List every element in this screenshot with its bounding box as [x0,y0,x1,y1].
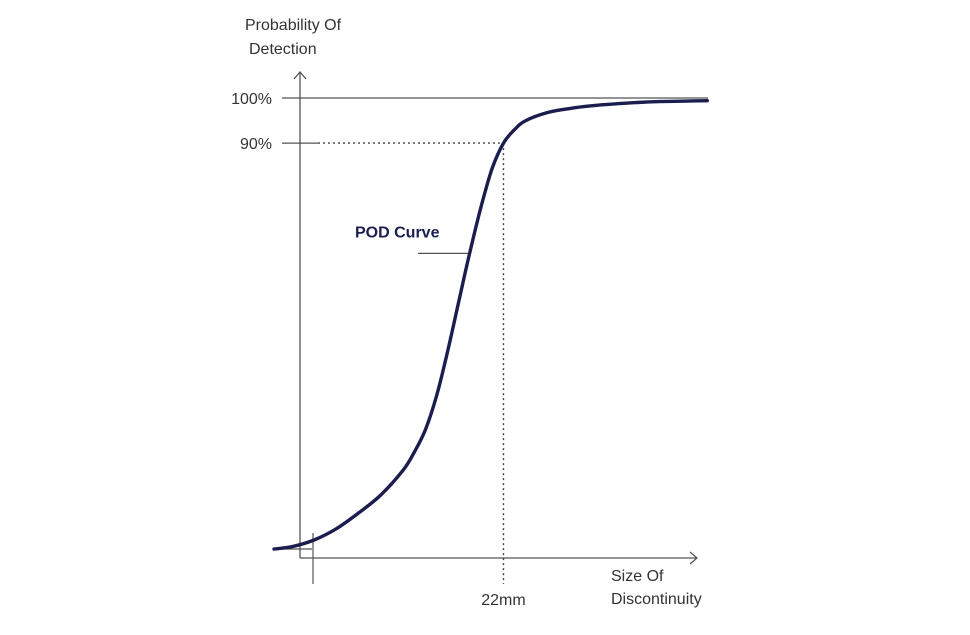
x-axis-title-line-1: Size Of [611,568,664,585]
y-tick-label-90: 90% [240,136,272,153]
pod-curve-line [272,99,709,551]
x-tick-label-22mm: 22mm [481,592,525,609]
x-axis-arrowhead [689,551,698,565]
y-tick-label-100: 100% [231,91,272,108]
y-axis-title-line-2: Detection [249,41,317,58]
x-axis-title-line-2: Discontinuity [611,591,702,608]
y-axis-title-line-1: Probability Of [245,17,342,34]
y-axis-arrowhead [293,71,307,80]
pod-curve-annotation: POD Curve [355,224,440,241]
